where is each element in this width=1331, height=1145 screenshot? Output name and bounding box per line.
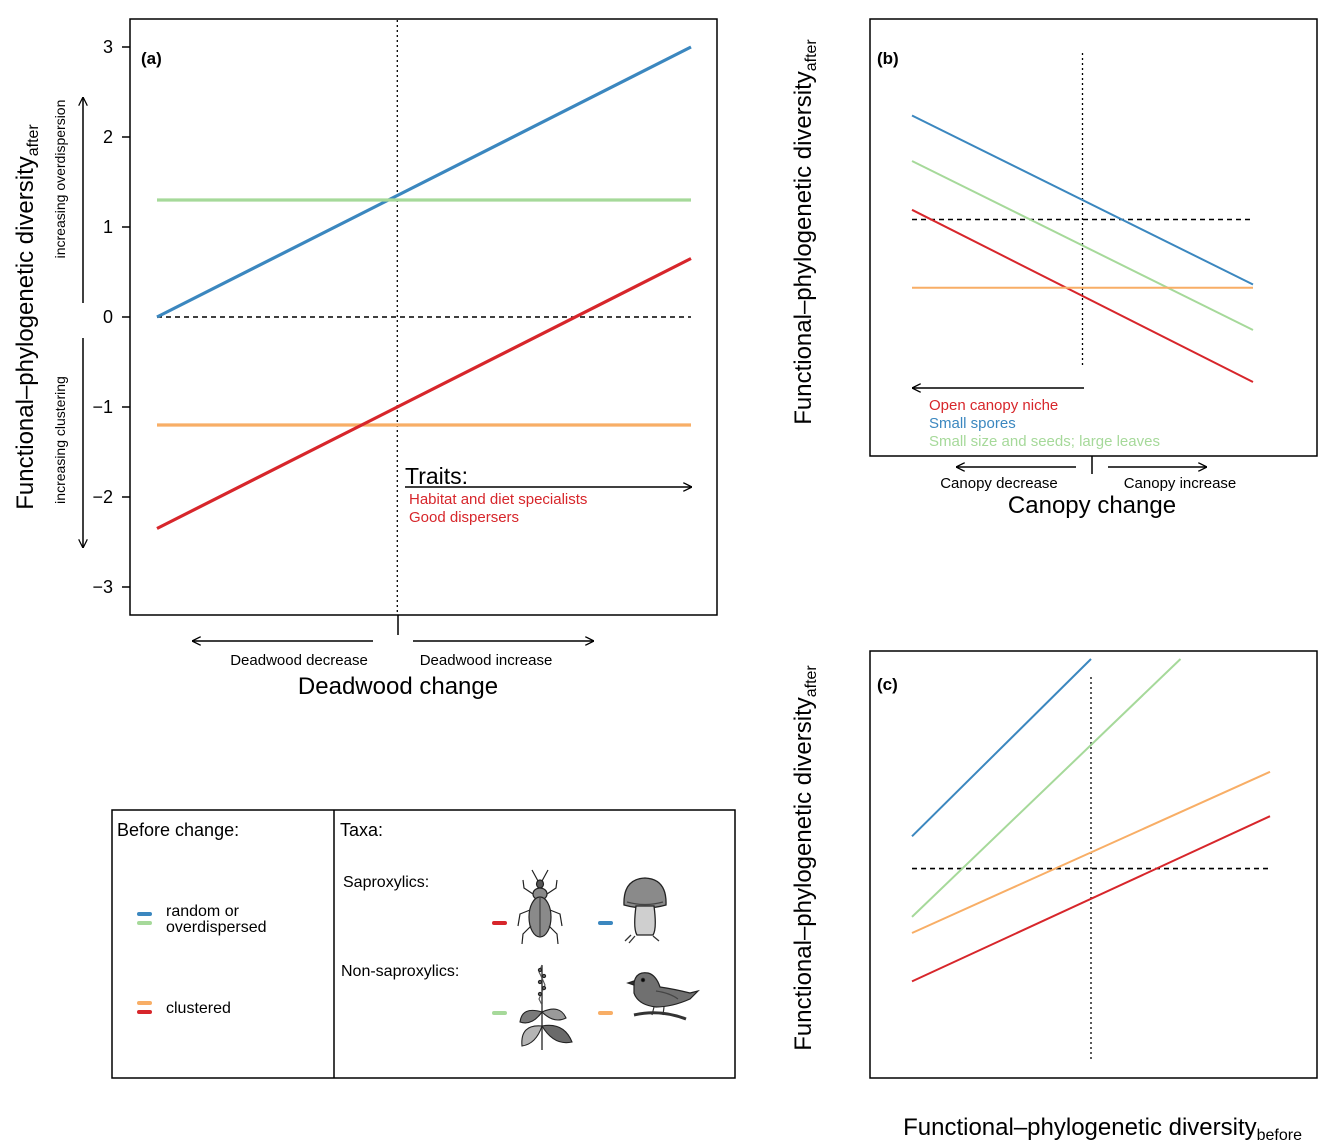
- panel-a-tag: (a): [141, 49, 162, 68]
- panel-a-y-arrow-up-label: increasing overdispersion: [52, 100, 68, 259]
- panel-a-y-tick-label: 0: [103, 307, 113, 327]
- panel-b: (b) Open canopy niche Small spores Small…: [790, 18, 1318, 519]
- panel-c-series: [911, 658, 1271, 983]
- panel-a-y-tick-label: 2: [103, 127, 113, 147]
- panel-a-y-tick-label: −3: [92, 577, 113, 597]
- panel-a-y-tick-label: −2: [92, 487, 113, 507]
- legend-taxa-title: Taxa:: [340, 820, 383, 840]
- legend-random-label-2: overdispersed: [166, 919, 267, 936]
- bird-icon: [626, 972, 700, 1021]
- panel-b-trait-1: Open canopy niche: [929, 397, 1058, 414]
- panel-b-y-label: Functional–phylogenetic diversityafter: [790, 39, 820, 425]
- panel-b-x-arrow-right-label: Canopy increase: [1124, 475, 1237, 492]
- legend: Before change: random or overdispersed c…: [111, 809, 736, 1079]
- plant-icon: [519, 964, 573, 1050]
- panel-a-line-blue: [156, 45, 692, 319]
- panel-c-y-label: Functional–phylogenetic diversityafter: [790, 665, 820, 1051]
- legend-random-label: random or: [166, 903, 240, 920]
- panel-c-frame: [869, 650, 1318, 1079]
- panel-a-trait-1: Habitat and diet specialists: [409, 491, 587, 508]
- legend-saproxylics-label: Saproxylics:: [343, 874, 429, 891]
- panel-b-line-red: [911, 208, 1254, 383]
- legend-non-saproxylics-label: Non-saproxylics:: [341, 963, 459, 980]
- panel-c-line-orange: [911, 770, 1271, 934]
- panel-a-traits-title: Traits:: [405, 463, 468, 489]
- panel-b-line-blue: [911, 114, 1254, 286]
- mushroom-icon: [623, 877, 667, 944]
- panel-a-x-arrow-right-label: Deadwood increase: [420, 652, 553, 669]
- panel-b-x-label: Canopy change: [1008, 492, 1176, 519]
- panel-a-series: [156, 45, 692, 530]
- panel-b-line-green: [911, 160, 1254, 331]
- panel-c: (c) Functional–phylogenetic diversityaft…: [790, 650, 1318, 1144]
- legend-frame: [111, 809, 736, 1079]
- panel-a-y-ticks: −3 −2 −1 0 1 2 3: [92, 37, 130, 597]
- panel-b-trait-3: Small size and seeds; large leaves: [929, 433, 1160, 450]
- panel-a-y-tick-label: −1: [92, 397, 113, 417]
- panel-c-x-label: Functional–phylogenetic diversitybefore: [903, 1114, 1302, 1144]
- panel-a-y-label: Functional–phylogenetic diversityafter: [12, 124, 42, 510]
- beetle-icon: [517, 869, 563, 945]
- panel-a-line-red: [156, 257, 692, 530]
- panel-b-trait-2: Small spores: [929, 415, 1016, 432]
- panel-c-tag: (c): [877, 675, 898, 694]
- panel-a: (a) −3 −2 −1 0 1 2 3 Traits: Habitat and diet …: [12, 18, 718, 700]
- panel-a-trait-2: Good dispersers: [409, 509, 519, 526]
- panel-b-x-arrow-left-label: Canopy decrease: [940, 475, 1058, 492]
- panel-b-frame: [869, 18, 1318, 457]
- panel-a-y-arrow-down-label: increasing clustering: [52, 376, 68, 504]
- panel-a-y-tick-label: 3: [103, 37, 113, 57]
- panel-c-line-blue: [911, 658, 1092, 838]
- panel-b-tag: (b): [877, 49, 899, 68]
- panel-c-line-red: [911, 815, 1271, 983]
- panel-c-line-green: [911, 658, 1182, 918]
- legend-clustered-label: clustered: [166, 1000, 231, 1017]
- panel-b-series: [911, 114, 1254, 383]
- legend-before-title: Before change:: [117, 820, 239, 840]
- panel-a-y-tick-label: 1: [103, 217, 113, 237]
- panel-a-x-label: Deadwood change: [298, 673, 498, 700]
- panel-a-x-arrow-left-label: Deadwood decrease: [230, 652, 368, 669]
